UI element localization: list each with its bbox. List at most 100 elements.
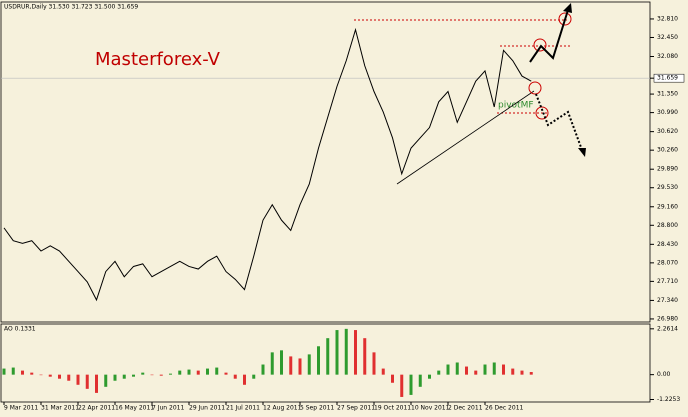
y-tick-label: 26.980 [657,315,678,322]
ao-bar [30,372,34,375]
y-tick-label: 30.260 [657,147,678,154]
ao-bar [391,374,394,383]
ao-bar [326,338,330,375]
ao-bar [418,374,422,387]
y-tick-label: 28.430 [657,241,678,248]
y-tick-label: 27.340 [657,297,678,304]
marker-circle [535,106,549,120]
y-tick-label: 31.350 [657,91,678,98]
ao-bar [159,374,163,376]
y-tick-label: 29.160 [657,203,678,210]
y-tick-label: 28.800 [657,222,678,229]
ao-bar [21,370,24,375]
ao-bar [150,374,154,376]
ao-bar [187,369,191,375]
ao-bar [95,374,98,393]
ao-bar [455,362,459,375]
x-tick-label: 5 Sep 2011 [300,405,334,412]
y-tick-label: 28.070 [657,259,678,266]
ao-bar [178,370,182,375]
ao-bar [58,374,61,379]
ao-bar [85,374,89,389]
current-price-box [653,73,685,83]
ao-bar [11,367,15,375]
annotations [354,3,586,185]
ao-bar [437,370,441,375]
ao-bar [243,374,246,385]
y-tick-label: 32.080 [657,53,678,60]
marker-circle [528,81,542,95]
ao-bar [141,372,145,375]
marker-circle [533,38,547,52]
ao-bar [215,367,219,375]
ao-bar [261,364,265,375]
ao-bar [317,346,320,375]
y-tick-label: 0.00 [657,371,671,378]
y-tick-label: 2.2614 [657,325,678,332]
chart-header: USDRUR,Daily 31.530 31.723 31.500 31.659 [4,4,138,11]
x-tick-label: 29 Jun 2011 [189,405,225,412]
y-tick-label: 29.890 [657,166,678,173]
ao-bar [270,352,274,375]
ao-bar [298,358,302,375]
arrow-head [563,3,572,13]
ao-bar [400,374,404,397]
y-tick-label: 32.810 [657,15,678,22]
watermark: Masterforex-V [95,49,221,70]
price-line [3,27,532,302]
y-tick-label: 30.990 [657,109,678,116]
y-tick-label: 27.710 [657,278,678,285]
ao-bar [465,366,468,375]
ao-bar [2,368,6,375]
marker-circle [558,12,572,26]
ao-bar [529,372,533,375]
price-frame [0,1,651,323]
y-tick-label: 32.450 [657,34,678,41]
forecast-arrow [529,9,569,63]
x-tick-label: 7 Jun 2011 [152,405,184,412]
ao-bar [67,374,71,381]
ao-bar [196,370,200,375]
y-tick-label: -1.2253 [657,396,680,403]
x-tick-label: 9 Mar 2011 [4,405,38,412]
x-tick-label: 16 May 2011 [115,405,154,412]
ao-bar [113,374,117,381]
pivot-label: pivotMF [498,101,534,111]
ao-bar [335,330,339,375]
forecast-arrow [535,93,583,151]
ao-bar [252,374,256,379]
ao-bar [520,370,524,375]
ao-bar [354,330,357,375]
ao-bar [428,374,431,379]
ao-bar [39,374,43,376]
ao-bar [307,354,311,375]
ao-bar [446,364,450,375]
ao-bar [76,374,80,385]
x-tick-label: 21 Jul 2011 [226,405,260,412]
x-tick-label: 2 Dec 2011 [448,405,483,412]
x-tick-label: 22 Apr 2011 [78,405,115,412]
ao-title: AO 0.1331 [4,326,36,333]
ao-bar [511,368,515,375]
ao-bar [372,352,376,375]
x-tick-label: 26 Dec 2011 [485,405,524,412]
y-tick-label: 29.530 [657,184,678,191]
ao-bar [104,374,108,387]
ao-bar [48,374,52,377]
y-tick-label: 31.659 [657,75,678,82]
ao-bar [132,374,135,377]
ao-frame [0,323,651,403]
ao-bar [409,374,413,395]
ao-bar [474,370,478,375]
ao-bar [492,362,496,375]
trend-line [396,90,535,185]
y-tick-label: 30.620 [657,128,678,135]
x-tick-label: 12 Aug 2011 [263,405,302,412]
ao-bar [502,364,505,375]
x-tick-label: 31 Mar 2011 [41,405,79,412]
ao-bar [289,356,293,375]
ao-bar [280,350,283,375]
